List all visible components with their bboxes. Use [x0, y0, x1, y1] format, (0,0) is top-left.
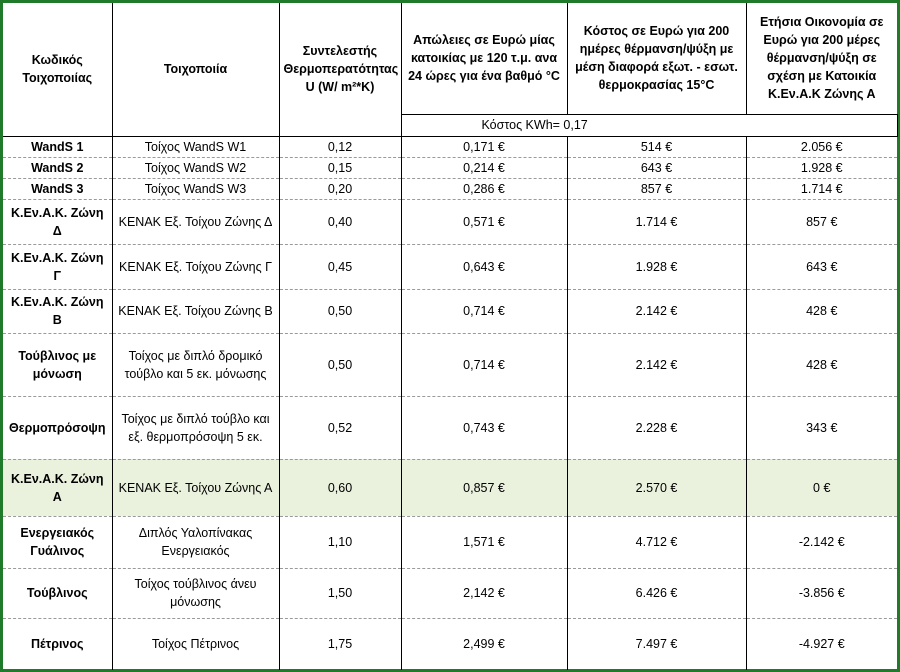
u-value-cell: 0,20	[279, 178, 402, 200]
wall-code-cell: Τούβλινος	[3, 568, 113, 619]
wall-code-cell: WandS 1	[3, 136, 113, 158]
daily-loss-cell: 0,714 €	[401, 333, 568, 397]
cost-200-days-cell: 643 €	[567, 157, 747, 179]
wall-code-cell: Κ.Εν.Α.Κ. Ζώνη Γ	[3, 244, 113, 290]
annual-savings-cell: 428 €	[746, 333, 897, 397]
wall-code-cell: Ενεργειακός Γυάλινος	[3, 516, 113, 569]
table-row: Κ.Εν.Α.Κ. Ζώνη Δ ΚΕΝΑΚ Εξ. Τοίχου Ζώνης …	[3, 199, 897, 245]
wall-code-cell: Κ.Εν.Α.Κ. Ζώνη Β	[3, 289, 113, 334]
table-row: Κ.Εν.Α.Κ. Ζώνη Γ ΚΕΝΑΚ Εξ. Τοίχου Ζώνης …	[3, 244, 897, 290]
cost-200-days-cell: 857 €	[567, 178, 747, 200]
annual-savings-cell: -4.927 €	[798, 637, 845, 652]
daily-loss-cell: 0,571 €	[401, 199, 568, 245]
annual-savings-cell: 643 €	[746, 244, 897, 290]
cost-200-days-cell: 1.714 €	[567, 199, 747, 245]
annual-savings-cell: 0 €	[746, 459, 897, 517]
annual-savings-cell: -3.856 €	[746, 568, 897, 619]
wall-comparison-table: Κωδικός Τοιχοποιίας Τοιχοποιία Συντελεστ…	[3, 3, 898, 670]
daily-loss-cell: 0,857 €	[401, 459, 568, 517]
wall-code-cell: Τούβλινος με μόνωση	[3, 333, 113, 397]
cost-200-days-cell: 2.142 €	[567, 333, 747, 397]
wall-type-cell: Τοίχος WandS W2	[112, 157, 280, 179]
daily-loss-cell: 0,214 €	[401, 157, 568, 179]
daily-loss-cell: 1,571 €	[401, 516, 568, 569]
table-row: Πέτρινος Τοίχος Πέτρινος 1,75 2,499 € 7.…	[3, 618, 897, 670]
cost-200-days-cell: 2.570 €	[567, 459, 747, 517]
wall-type-cell: Τοίχος Πέτρινος	[112, 618, 280, 670]
wall-code-cell: WandS 3	[3, 178, 113, 200]
annual-savings-cell: 1.928 €	[746, 157, 897, 179]
cost-200-days-cell: 4.712 €	[567, 516, 747, 569]
u-value-cell: 0,45	[279, 244, 402, 290]
u-value-cell: 0,52	[279, 396, 402, 460]
kwh-cost-note: Κόστος KWh= 0,17	[401, 114, 746, 137]
table-row: WandS 1 Τοίχος WandS W1 0,12 0,171 € 514…	[3, 136, 897, 158]
u-value-cell: 0,50	[279, 333, 402, 397]
wall-type-cell: ΚΕΝΑΚ Εξ. Τοίχου Ζώνης Γ	[112, 244, 280, 290]
header-annual-savings: Ετήσια Οικονομία σε Ευρώ για 200 μέρες θ…	[746, 3, 897, 115]
annual-savings-cell: -2.142 €	[746, 516, 897, 569]
cost-200-days-cell: 514 €	[567, 136, 747, 158]
wall-type-cell: ΚΕΝΑΚ Εξ. Τοίχου Ζώνης Δ	[112, 199, 280, 245]
table-row: WandS 2 Τοίχος WandS W2 0,15 0,214 € 643…	[3, 157, 897, 179]
u-value-cell: 1,50	[279, 568, 402, 619]
table-row: WandS 3 Τοίχος WandS W3 0,20 0,286 € 857…	[3, 178, 897, 200]
header-daily-loss: Απώλειες σε Ευρώ μίας κατοικίας με 120 τ…	[401, 3, 568, 115]
table-row-reference-highlighted: Κ.Εν.Α.Κ. Ζώνη Α ΚΕΝΑΚ Εξ. Τοίχου Ζώνης …	[3, 459, 897, 517]
u-value-cell: 0,50	[279, 289, 402, 334]
header-wall-code: Κωδικός Τοιχοποιίας	[3, 3, 113, 137]
u-value-cell: 0,15	[279, 157, 402, 179]
annual-savings-cell: 428 €	[746, 289, 897, 334]
wall-code-cell: Κ.Εν.Α.Κ. Ζώνη Δ	[3, 199, 113, 245]
u-value-cell: 1,10	[279, 516, 402, 569]
wall-type-cell: Τοίχος τούβλινος άνευ μόνωσης	[112, 568, 280, 619]
u-value-cell: 0,40	[279, 199, 402, 245]
u-value-cell: 1,75	[279, 618, 402, 670]
cost-200-days-cell: 1.928 €	[567, 244, 747, 290]
daily-loss-cell: 0,171 €	[401, 136, 568, 158]
table-row: Τούβλινος Τοίχος τούβλινος άνευ μόνωσης …	[3, 568, 897, 619]
wall-code-cell: Κ.Εν.Α.Κ. Ζώνη Α	[3, 459, 113, 517]
cost-200-days-cell: 7.497 €	[567, 618, 747, 670]
header-cost-200-days: Κόστος σε Ευρώ για 200 ημέρες θέρμανση/ψ…	[567, 3, 747, 115]
wall-type-cell: Τοίχος με διπλό δρομικό τούβλο και 5 εκ.…	[112, 333, 280, 397]
wall-type-cell: Τοίχος με διπλό τούβλο και εξ. θερμοπρόσ…	[112, 396, 280, 460]
daily-loss-cell: 2,499 €	[401, 618, 568, 670]
wall-type-cell: ΚΕΝΑΚ Εξ. Τοίχου Ζώνης Α	[112, 459, 280, 517]
cost-200-days-cell: 6.426 €	[567, 568, 747, 619]
wall-code-cell: Θερμοπρόσοψη	[3, 396, 113, 460]
table-row: Ενεργειακός Γυάλινος Διπλός Υαλοπίνακας …	[3, 516, 897, 569]
daily-loss-cell: 0,643 €	[401, 244, 568, 290]
annual-savings-cell: 2.056 €	[746, 136, 897, 158]
wall-type-cell: Τοίχος WandS W1	[112, 136, 280, 158]
wall-type-cell: Τοίχος WandS W3	[112, 178, 280, 200]
annual-savings-cell: 857 €	[746, 199, 897, 245]
annual-savings-cell: 1.714 €	[746, 178, 897, 200]
cost-200-days-cell: 2.228 €	[567, 396, 747, 460]
kwh-note-blank-cell	[746, 114, 898, 137]
wall-code-cell: Πέτρινος	[3, 618, 113, 670]
header-wall-type: Τοιχοποιία	[112, 3, 280, 137]
u-value-cell: 0,60	[279, 459, 402, 517]
header-u-value: Συντελεστής Θερμοπερατότητας U (W/ m²*K)	[279, 3, 402, 137]
cost-200-days-cell: 2.142 €	[567, 289, 747, 334]
wall-type-cell: Διπλός Υαλοπίνακας Ενεργειακός	[112, 516, 280, 569]
table-row: Κ.Εν.Α.Κ. Ζώνη Β ΚΕΝΑΚ Εξ. Τοίχου Ζώνης …	[3, 289, 897, 334]
u-value-cell: 0,12	[279, 136, 402, 158]
wall-type-cell: ΚΕΝΑΚ Εξ. Τοίχου Ζώνης Β	[112, 289, 280, 334]
daily-loss-cell: 0,714 €	[401, 289, 568, 334]
daily-loss-cell: 2,142 €	[401, 568, 568, 619]
daily-loss-cell: 0,286 €	[401, 178, 568, 200]
wall-code-cell: WandS 2	[3, 157, 113, 179]
table-row: Θερμοπρόσοψη Τοίχος με διπλό τούβλο και …	[3, 396, 897, 460]
annual-savings-cell: 343 €	[746, 396, 897, 460]
table-row: Τούβλινος με μόνωση Τοίχος με διπλό δρομ…	[3, 333, 897, 397]
daily-loss-cell: 0,743 €	[401, 396, 568, 460]
